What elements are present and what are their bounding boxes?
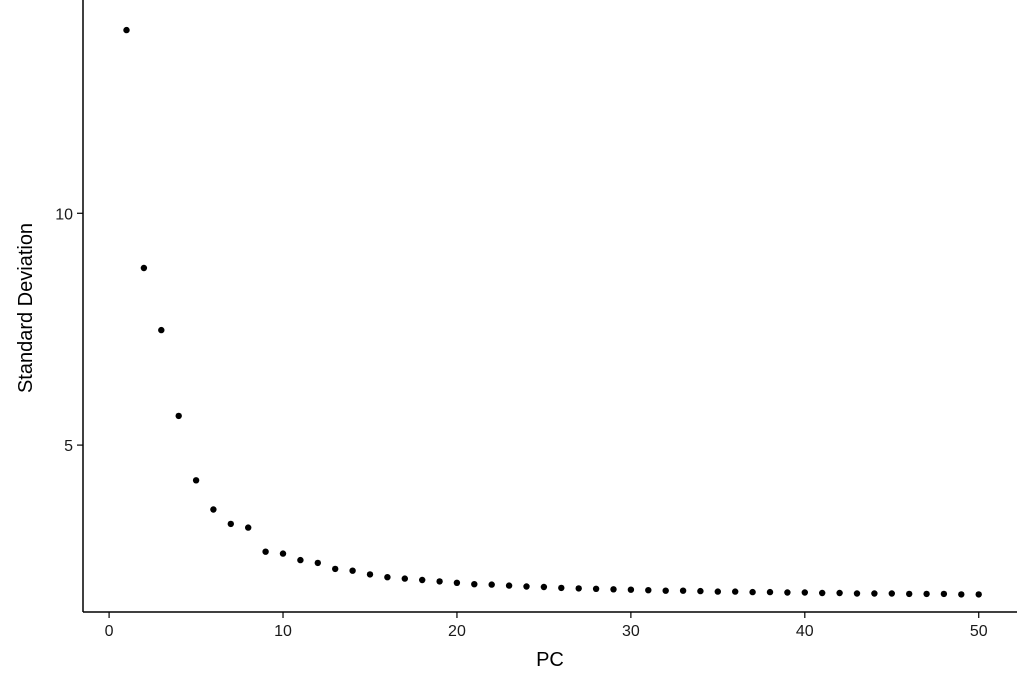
data-point bbox=[819, 589, 826, 597]
x-tick-label: 40 bbox=[796, 623, 814, 640]
data-point bbox=[471, 581, 478, 588]
data-point bbox=[871, 590, 878, 597]
data-point bbox=[784, 589, 791, 596]
data-point bbox=[940, 590, 948, 598]
data-point bbox=[679, 587, 687, 594]
data-point bbox=[332, 565, 339, 573]
data-point bbox=[314, 559, 321, 567]
y-axis-ticks: 5 10 bbox=[55, 206, 83, 455]
data-point bbox=[766, 588, 774, 596]
data-point bbox=[366, 571, 374, 578]
data-point bbox=[488, 581, 495, 588]
x-tick-label: 30 bbox=[622, 623, 640, 640]
data-point bbox=[697, 587, 704, 595]
data-point bbox=[558, 584, 565, 592]
data-point bbox=[836, 589, 843, 597]
data-point bbox=[923, 590, 930, 598]
data-point bbox=[192, 477, 200, 484]
data-point bbox=[140, 264, 148, 272]
data-points bbox=[123, 26, 982, 598]
data-point bbox=[645, 587, 652, 594]
data-point bbox=[975, 591, 982, 598]
data-point bbox=[732, 588, 739, 595]
data-point bbox=[227, 520, 234, 528]
y-tick-label: 5 bbox=[64, 438, 73, 455]
x-axis-ticks: 0 10 20 30 40 50 bbox=[105, 612, 988, 640]
y-tick-label: 10 bbox=[55, 206, 73, 223]
x-tick-label: 20 bbox=[448, 623, 466, 640]
x-tick-label: 50 bbox=[970, 623, 988, 640]
x-axis-title: PC bbox=[536, 649, 564, 671]
data-point bbox=[662, 587, 669, 594]
x-tick-label: 0 bbox=[105, 623, 114, 640]
data-point bbox=[523, 583, 530, 590]
data-point bbox=[297, 556, 304, 564]
x-tick-label: 10 bbox=[274, 623, 292, 640]
data-point bbox=[349, 567, 356, 574]
data-point bbox=[749, 588, 756, 596]
data-point bbox=[610, 586, 617, 593]
data-point bbox=[384, 574, 391, 581]
data-point bbox=[592, 585, 600, 592]
data-point bbox=[158, 326, 165, 334]
data-point bbox=[123, 26, 130, 34]
data-point bbox=[714, 588, 721, 595]
data-point bbox=[853, 590, 861, 597]
data-point bbox=[245, 524, 252, 531]
data-point bbox=[436, 578, 443, 585]
data-point bbox=[888, 590, 895, 597]
data-point bbox=[540, 583, 548, 591]
data-point bbox=[401, 575, 408, 582]
data-point bbox=[262, 548, 269, 555]
data-point bbox=[627, 586, 635, 593]
data-point bbox=[279, 550, 287, 557]
data-point bbox=[175, 412, 182, 420]
data-point bbox=[575, 585, 582, 592]
data-point bbox=[453, 579, 461, 586]
data-point bbox=[419, 576, 426, 584]
data-point bbox=[906, 590, 913, 598]
data-point bbox=[801, 589, 808, 596]
data-point bbox=[505, 582, 513, 589]
data-point bbox=[210, 506, 217, 513]
data-point bbox=[958, 591, 965, 598]
y-axis-title: Standard Deviation bbox=[15, 223, 37, 393]
